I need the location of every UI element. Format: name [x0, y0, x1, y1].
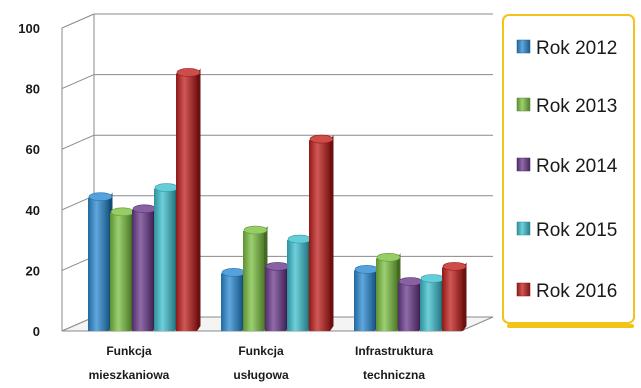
legend-swatch — [516, 157, 531, 172]
legend-label: Rok 2013 — [536, 96, 617, 117]
bar — [442, 262, 467, 331]
y-tick-label: 20 — [26, 263, 40, 278]
legend-swatch — [516, 39, 531, 54]
bar — [398, 277, 423, 331]
legend-label: Rok 2016 — [536, 281, 617, 302]
bar — [420, 274, 445, 331]
category-label: techniczna — [363, 368, 425, 382]
bar — [176, 68, 201, 331]
legend-swatch — [516, 221, 531, 236]
legend-swatch — [516, 97, 531, 112]
bar — [287, 234, 312, 331]
bar — [309, 134, 334, 331]
bar — [88, 192, 113, 331]
bar — [154, 183, 179, 331]
y-tick-label: 40 — [26, 203, 40, 218]
y-tick-label: 60 — [26, 142, 40, 157]
category-label: Infrastruktura — [355, 344, 433, 358]
y-tick-label: 100 — [18, 21, 40, 36]
bar — [132, 204, 157, 331]
bar — [376, 252, 401, 331]
category-label: Funkcja — [106, 344, 152, 358]
bar — [243, 225, 268, 331]
gridline-depth — [61, 13, 95, 29]
gridline-depth — [61, 74, 95, 90]
legend-box — [502, 14, 635, 324]
bar — [354, 265, 379, 331]
category-label: Funkcja — [238, 344, 284, 358]
axis-labels: 0 20 40 60 80 100 Funkcja mieszkaniowa Funkcja us… — [18, 21, 433, 382]
y-tick-label: 0 — [33, 324, 40, 339]
legend-label: Rok 2015 — [536, 220, 617, 241]
bar — [110, 207, 135, 331]
bar — [221, 268, 246, 331]
bar — [265, 262, 290, 331]
y-tick-label: 80 — [26, 82, 40, 97]
bars — [88, 68, 467, 331]
legend-label: Rok 2012 — [536, 38, 617, 59]
category-label: usługowa — [233, 368, 289, 382]
legend-label: Rok 2014 — [536, 156, 618, 177]
legend: Rok 2012 Rok 2013 Rok 2014 Rok 2015 Rok 2016 — [502, 14, 635, 328]
legend-swatch — [516, 282, 531, 297]
category-label: mieszkaniowa — [89, 368, 170, 382]
gridline-depth — [61, 134, 95, 150]
